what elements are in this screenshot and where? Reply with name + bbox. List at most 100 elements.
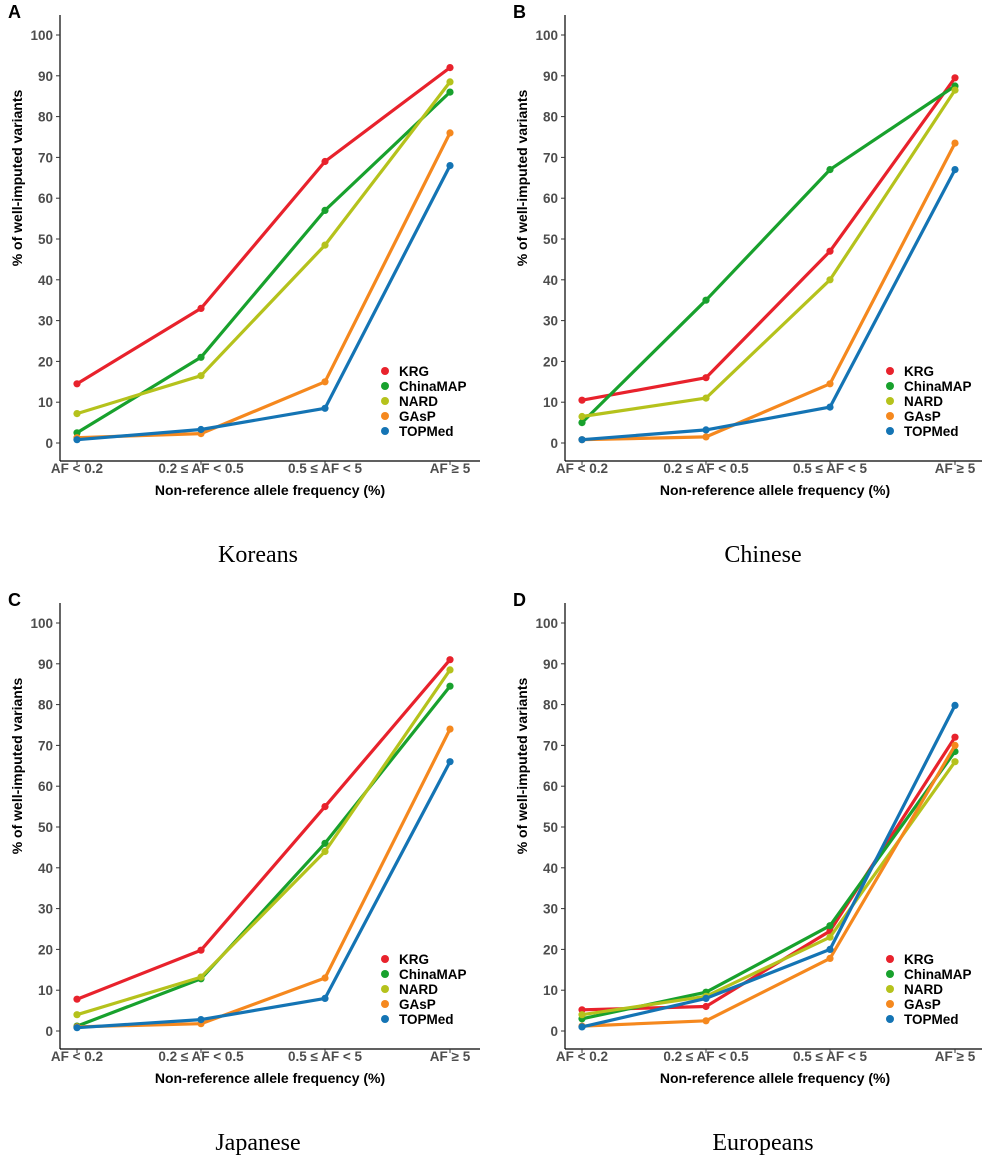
series-line-krg (75, 65, 452, 386)
data-point-chinamap (826, 922, 834, 930)
data-point-topmed (826, 403, 834, 411)
y-tick-label: 50 (38, 820, 53, 835)
x-tick-label: AF ≥ 5 (935, 1049, 976, 1064)
x-tick-label: AF < 0.2 (51, 1049, 103, 1064)
y-tick-label: 100 (535, 28, 558, 43)
legend-label-gasp: GAsP (399, 409, 436, 424)
legend-marker-chinamap (381, 970, 389, 978)
legend-label-chinamap: ChinaMAP (399, 967, 467, 982)
data-point-nard (702, 394, 710, 402)
y-tick-label: 30 (38, 314, 53, 329)
series-line-topmed (580, 703, 957, 1029)
y-tick-label: 30 (38, 902, 53, 917)
y-tick-label: 90 (38, 69, 53, 84)
legend-label-gasp: GAsP (399, 997, 436, 1012)
y-tick-label: 20 (543, 942, 558, 957)
legend-marker-chinamap (886, 970, 894, 978)
series-line-topmed (580, 168, 957, 442)
x-tick-label: AF ≥ 5 (430, 1049, 471, 1064)
y-tick-label: 70 (38, 738, 53, 753)
chart-panel-a: A 0 10 20 30 40 50 60 70 80 90 100 AF < 0.2 0.2 ≤ AF … (8, 2, 480, 568)
series-topmed (578, 166, 959, 444)
panel-caption: Chinese (724, 542, 801, 568)
series-chinamap (73, 88, 454, 437)
data-point-gasp (702, 433, 710, 441)
chart-panel-d: D 0 10 20 30 40 50 60 70 80 90 100 AF < 0.2 0.2 ≤ AF … (513, 590, 982, 1156)
y-axis-title: % of well-imputed variants (9, 677, 25, 854)
data-point-krg (197, 304, 205, 312)
series-line-nard (580, 88, 957, 419)
x-tick-label: 0.5 ≤ AF < 5 (793, 461, 868, 476)
series-line-nard (75, 80, 452, 416)
panel-caption: Japanese (215, 1130, 300, 1156)
x-axis-title: Non-reference allele frequency (%) (660, 482, 890, 498)
legend-marker-krg (381, 955, 389, 963)
legend-label-gasp: GAsP (904, 997, 941, 1012)
x-tick-label: 0.2 ≤ AF < 0.5 (158, 461, 244, 476)
x-tick-label: AF ≥ 5 (935, 461, 976, 476)
data-point-topmed (951, 701, 959, 709)
y-tick-label: 50 (543, 232, 558, 247)
y-tick-label: 80 (543, 110, 558, 125)
y-tick-label: 90 (38, 657, 53, 672)
series-nard (578, 86, 959, 421)
legend-marker-krg (381, 367, 389, 375)
series-line-chinamap (580, 749, 957, 1021)
legend-label-chinamap: ChinaMAP (904, 379, 972, 394)
legend-marker-nard (381, 397, 389, 405)
data-point-nard (321, 847, 329, 856)
y-tick-label: 100 (30, 28, 53, 43)
y-tick-label: 90 (543, 69, 558, 84)
data-point-gasp (321, 378, 329, 386)
data-point-gasp (951, 139, 959, 147)
legend-marker-chinamap (381, 382, 389, 390)
y-tick-label: 60 (543, 779, 558, 794)
y-tick-label: 70 (38, 150, 53, 165)
data-point-gasp (321, 974, 329, 982)
data-point-topmed (578, 1023, 586, 1031)
y-tick-label: 10 (543, 983, 558, 998)
series-line-topmed (75, 760, 452, 1030)
data-point-topmed (826, 945, 834, 953)
legend-label-chinamap: ChinaMAP (399, 379, 467, 394)
y-tick-label: 40 (38, 273, 53, 288)
x-axis-title: Non-reference allele frequency (%) (155, 482, 385, 498)
data-point-topmed (578, 436, 586, 444)
data-point-krg (951, 74, 959, 82)
y-tick-label: 50 (543, 820, 558, 835)
legend-marker-nard (381, 985, 389, 993)
chart-panel-c: C 0 10 20 30 40 50 60 70 80 90 100 AF < 0.2 0.2 ≤ AF … (8, 590, 480, 1156)
legend-marker-topmed (886, 427, 894, 435)
series-topmed (578, 701, 959, 1031)
data-point-nard (321, 241, 329, 249)
data-point-topmed (951, 166, 959, 174)
x-tick-label: 0.2 ≤ AF < 0.5 (663, 461, 749, 476)
panel-caption: Koreans (218, 542, 298, 568)
data-point-topmed (197, 425, 205, 434)
y-tick-label: 100 (535, 616, 558, 631)
data-point-gasp (951, 741, 959, 749)
data-point-krg (578, 396, 586, 404)
legend-label-krg: KRG (399, 952, 429, 967)
data-point-chinamap (321, 839, 329, 847)
series-chinamap (578, 82, 959, 427)
chart-panel-b: B 0 10 20 30 40 50 60 70 80 90 100 AF < 0.2 0.2 ≤ AF … (513, 2, 982, 568)
y-axis-title: % of well-imputed variants (514, 677, 530, 854)
legend-label-nard: NARD (399, 982, 438, 997)
x-tick-label: 0.5 ≤ AF < 5 (793, 1049, 868, 1064)
data-point-krg (702, 374, 710, 382)
y-tick-label: 20 (543, 354, 558, 369)
y-tick-label: 80 (38, 110, 53, 125)
x-tick-label: 0.2 ≤ AF < 0.5 (663, 1049, 749, 1064)
series-nard (73, 666, 454, 1019)
legend-marker-gasp (381, 412, 389, 420)
x-axis-title: Non-reference allele frequency (%) (660, 1070, 890, 1086)
series-line-krg (580, 735, 957, 1012)
legend-marker-gasp (886, 412, 894, 420)
data-point-topmed (702, 426, 710, 434)
legend-marker-topmed (381, 427, 389, 435)
x-tick-label: 0.5 ≤ AF < 5 (288, 461, 363, 476)
x-tick-label: AF < 0.2 (556, 461, 608, 476)
series-topmed (73, 758, 454, 1032)
